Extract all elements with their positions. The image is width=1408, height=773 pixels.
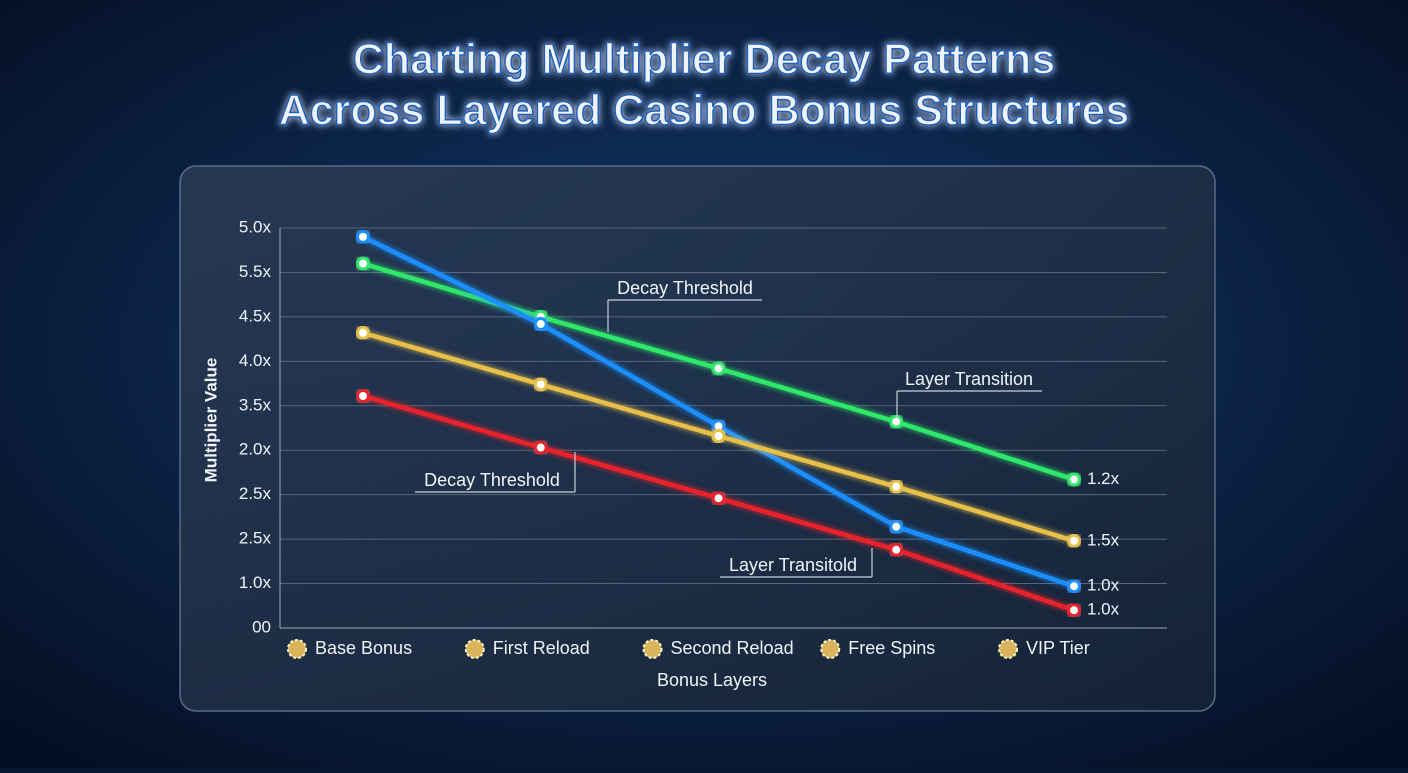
y-tick-label: 5.5x — [239, 262, 272, 281]
y-tick-label: 2.5x — [239, 529, 272, 548]
y-tick-label: 2.5x — [239, 484, 272, 503]
y-axis-label: Multiplier Value — [201, 358, 220, 483]
data-point — [1067, 472, 1081, 487]
data-point — [356, 389, 370, 403]
data-point — [889, 414, 904, 429]
chip-icon — [998, 639, 1018, 659]
data-point — [711, 491, 726, 506]
x-tick-label: Base Bonus — [315, 638, 412, 658]
data-point — [889, 519, 904, 534]
end-label: 1.2x — [1087, 469, 1120, 488]
data-point — [889, 479, 904, 494]
chip-icon — [642, 639, 663, 659]
x-tick-label: VIP Tier — [1026, 638, 1090, 658]
data-point — [889, 542, 904, 557]
annotation: Layer Transitold — [729, 555, 857, 575]
chart-title: Charting Multiplier Decay Patterns — [353, 35, 1056, 83]
y-tick-label: 1.0x — [239, 573, 272, 592]
end-label: 1.0x — [1087, 600, 1120, 619]
y-tick-label: 4.5x — [239, 306, 272, 325]
data-point — [533, 440, 548, 455]
x-tick-label: Second Reload — [671, 638, 794, 658]
data-point — [356, 229, 370, 244]
x-tick-label: First Reload — [493, 638, 590, 658]
end-label: 1.5x — [1087, 530, 1120, 549]
chart-title: Across Layered Casino Bonus Structures — [279, 86, 1130, 134]
data-point — [533, 317, 548, 331]
data-point — [711, 429, 726, 443]
y-tick-label: 2.0x — [239, 440, 272, 459]
chip-icon — [820, 639, 841, 659]
data-point — [1067, 579, 1081, 594]
data-point — [1067, 533, 1081, 548]
data-point — [356, 325, 370, 340]
y-tick-label: 4.0x — [239, 351, 272, 370]
y-tick-label: 5.0x — [239, 217, 272, 236]
chip-icon — [287, 639, 307, 659]
y-tick-label: 00 — [252, 617, 271, 636]
annotation: Layer Transition — [905, 369, 1033, 389]
y-tick-label: 3.5x — [239, 395, 272, 414]
x-tick-label: Free Spins — [848, 638, 935, 658]
annotation: Decay Threshold — [617, 278, 753, 298]
chip-icon — [464, 639, 485, 659]
data-point — [533, 377, 548, 392]
data-point — [711, 361, 726, 376]
panel — [179, 165, 1216, 712]
x-axis-label: Bonus Layers — [657, 670, 767, 690]
end-label: 1.0x — [1087, 576, 1120, 595]
annotation: Decay Threshold — [424, 470, 560, 490]
data-point — [1067, 603, 1081, 618]
data-point — [356, 256, 370, 271]
